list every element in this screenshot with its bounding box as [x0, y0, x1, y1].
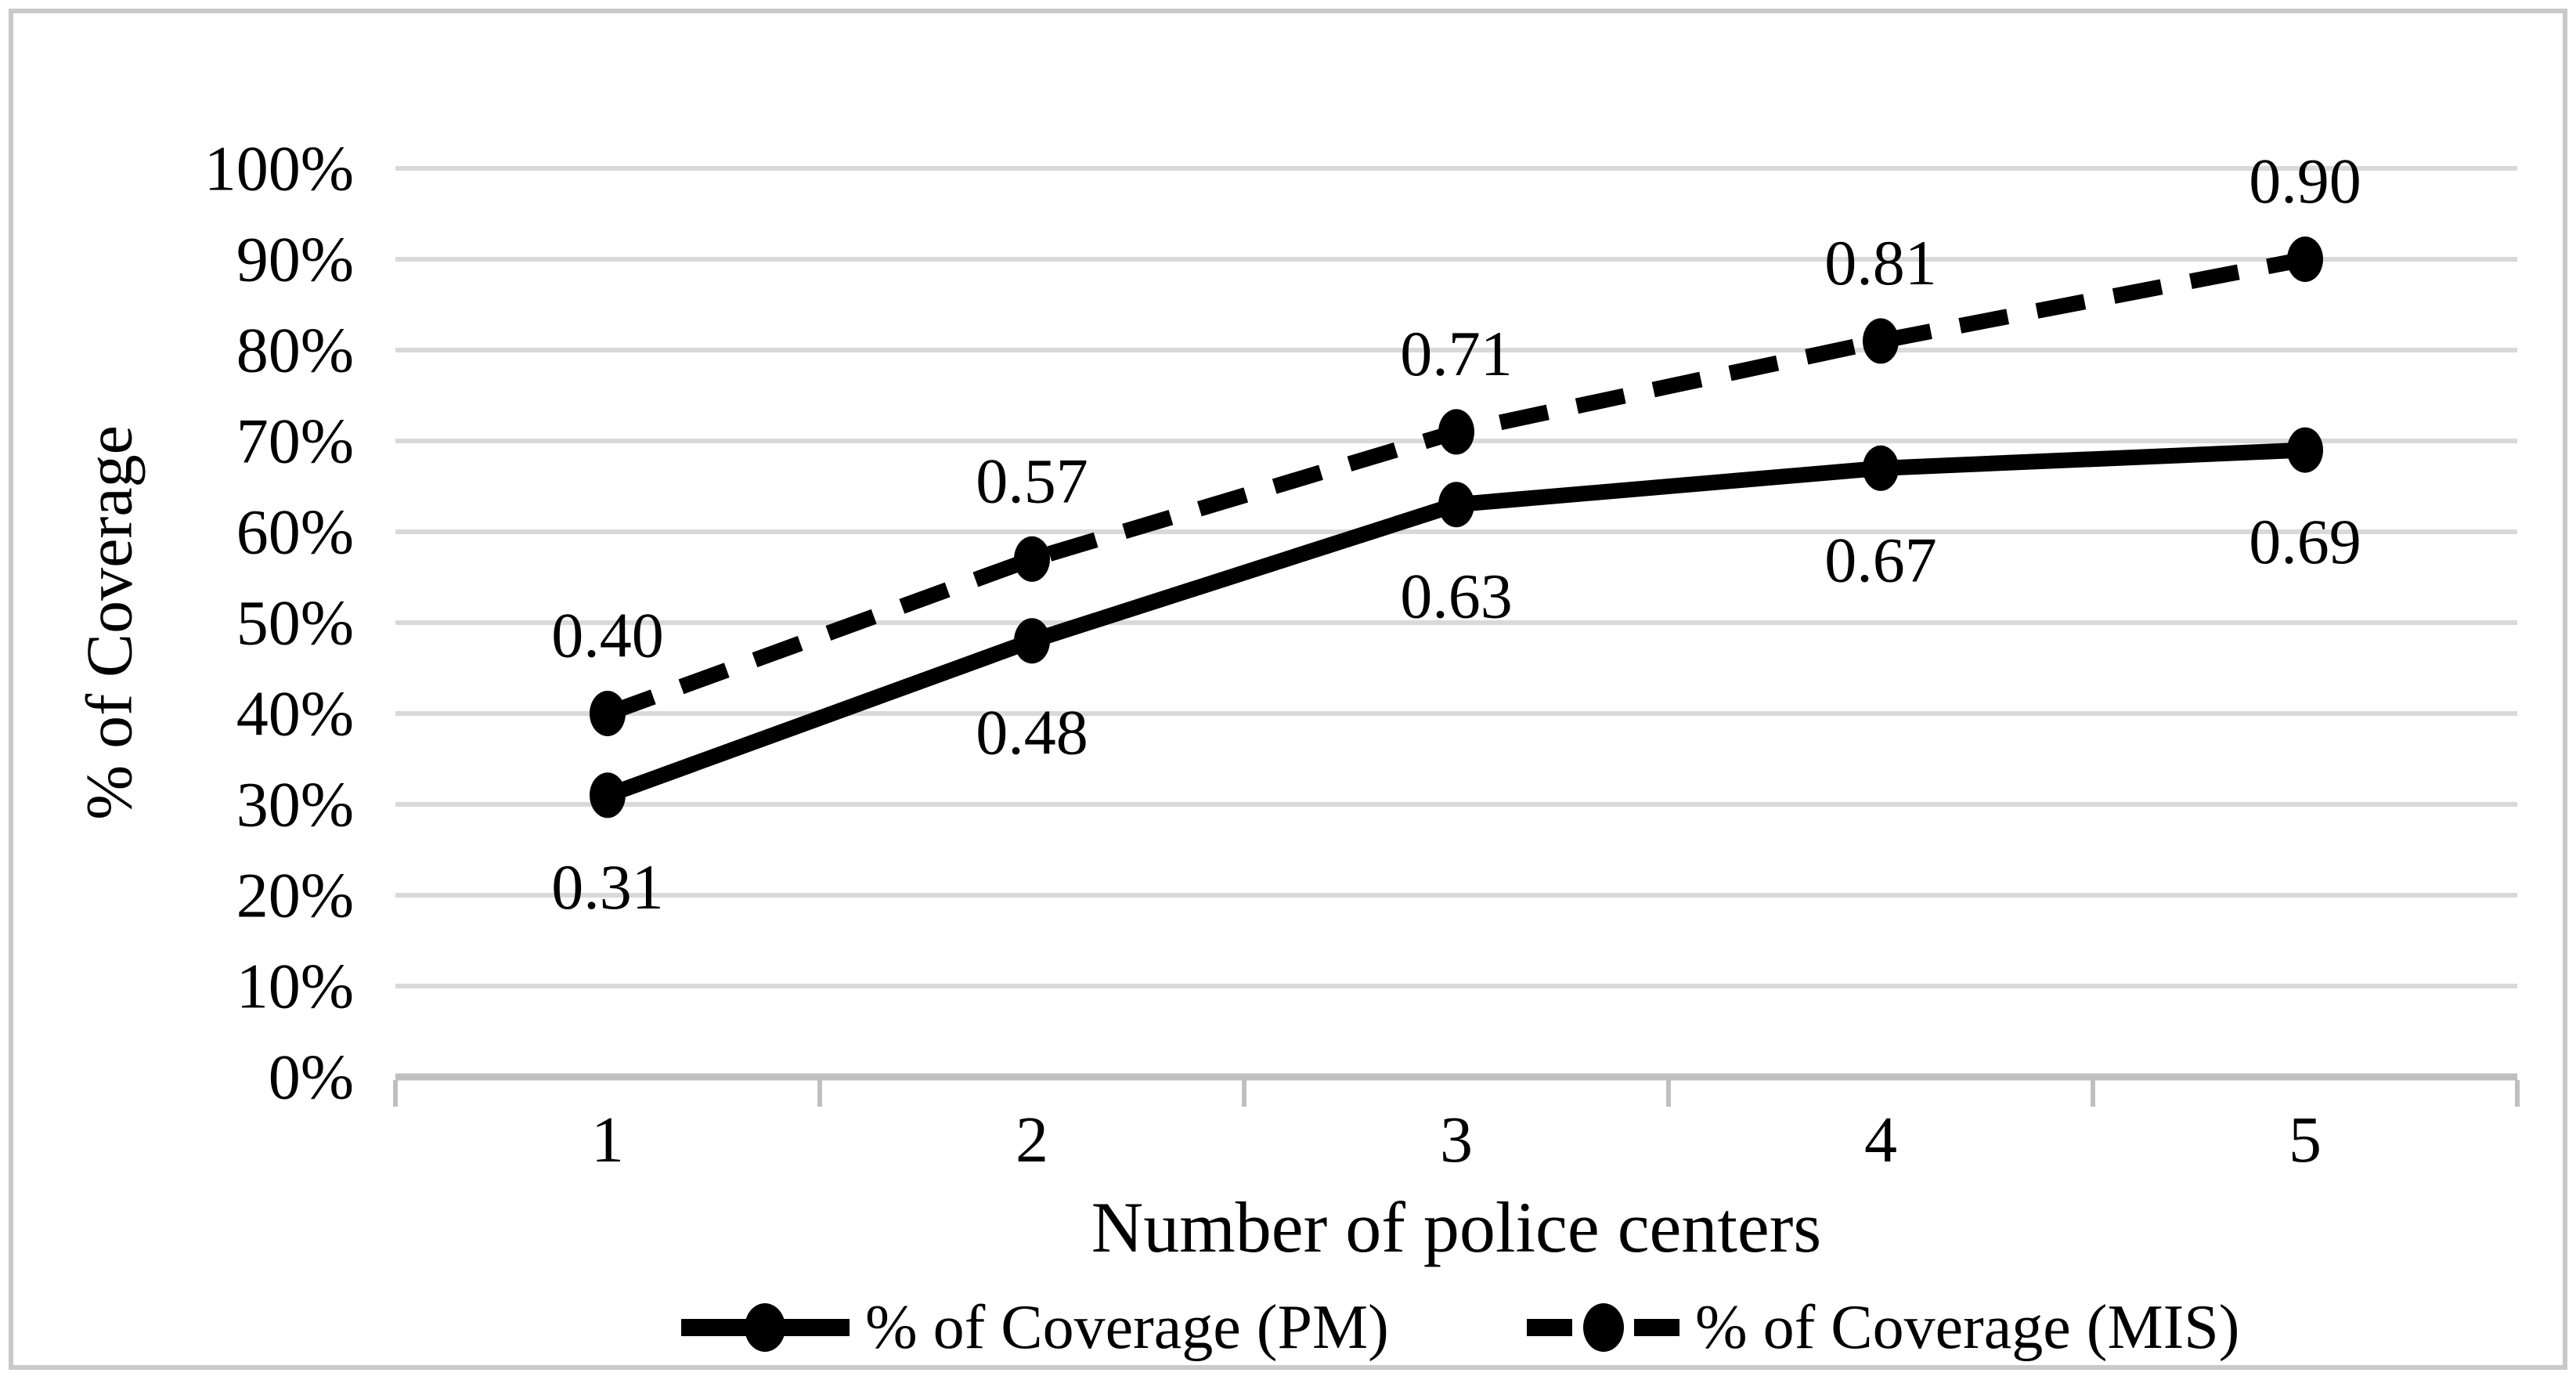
y-tick-label: 0% — [269, 1042, 354, 1113]
x-tick-label: 2 — [1016, 1104, 1048, 1176]
data-point-marker — [1863, 445, 1899, 491]
x-tick-label: 3 — [1440, 1104, 1473, 1176]
legend-marker — [745, 1303, 785, 1352]
y-tick-label: 90% — [236, 224, 354, 295]
legend-item: % of Coverage (MIS) — [1527, 1293, 2239, 1362]
y-tick-label: 30% — [236, 769, 354, 840]
y-tick-label: 40% — [236, 678, 354, 750]
data-label: 0.67 — [1824, 524, 1937, 595]
y-tick-label: 20% — [236, 860, 354, 931]
data-point-marker — [2287, 427, 2323, 473]
series-layer — [590, 237, 2323, 818]
x-tick-label: 5 — [2289, 1104, 2322, 1176]
data-point-marker — [590, 772, 626, 818]
x-tick-label: 4 — [1864, 1104, 1897, 1176]
y-tick-label: 50% — [236, 587, 354, 659]
legend-item: % of Coverage (PM) — [681, 1293, 1389, 1362]
y-tick-label: 10% — [236, 951, 354, 1022]
data-label: 0.31 — [551, 851, 664, 923]
x-axis-tick-labels: 1 2 3 4 5 — [591, 1104, 2322, 1176]
data-point-marker — [1014, 618, 1050, 664]
y-axis-tick-labels: 0% 10% 20% 30% 40% 50% 60% 70% 80% 90% 100% — [204, 133, 354, 1113]
data-label: 0.90 — [2249, 146, 2361, 217]
data-point-marker — [1438, 409, 1474, 455]
data-label: 0.63 — [1400, 561, 1513, 632]
y-tick-label: 60% — [236, 497, 354, 568]
legend-label: % of Coverage (MIS) — [1695, 1293, 2239, 1362]
data-label: 0.81 — [1824, 227, 1937, 298]
legend-marker — [1583, 1303, 1624, 1352]
y-axis-title: % of Coverage — [74, 425, 146, 820]
data-point-marker — [1014, 536, 1050, 582]
data-label-layer: 0.31 0.48 0.63 0.67 0.69 0.40 0.57 0.71 0.81 0.90 — [551, 146, 2361, 923]
data-label: 0.48 — [976, 697, 1088, 768]
x-axis-title: Number of police centers — [1091, 1187, 1821, 1267]
x-tick-label: 1 — [591, 1104, 624, 1176]
chart-frame — [9, 9, 2567, 1370]
data-point-marker — [1438, 482, 1474, 528]
data-label: 0.71 — [1400, 318, 1513, 389]
data-point-marker — [1863, 318, 1899, 364]
y-tick-label: 100% — [204, 133, 354, 204]
data-point-marker — [2287, 237, 2323, 282]
data-label: 0.40 — [551, 600, 664, 671]
gridlines — [395, 166, 2517, 1081]
data-label: 0.69 — [2249, 506, 2361, 577]
x-axis-ticks — [393, 1080, 2520, 1107]
data-label: 0.57 — [976, 445, 1088, 516]
data-point-marker — [590, 691, 626, 736]
y-tick-label: 80% — [236, 315, 354, 386]
legend-label: % of Coverage (PM) — [865, 1293, 1389, 1362]
y-tick-label: 70% — [236, 406, 354, 477]
legend: % of Coverage (PM) % of Coverage (MIS) — [681, 1293, 2239, 1362]
